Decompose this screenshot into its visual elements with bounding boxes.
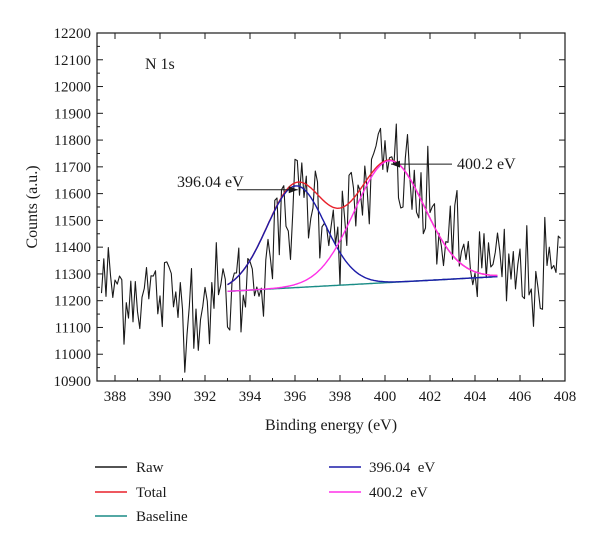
y-tick-label: 11600 bbox=[54, 187, 91, 203]
y-axis-title: Counts (a.u.) bbox=[24, 165, 41, 248]
annotation-396-label: 396.04 eV bbox=[177, 174, 244, 191]
y-tick-label: 11200 bbox=[54, 294, 91, 310]
x-tick-label: 408 bbox=[554, 389, 577, 405]
x-tick-label: 396 bbox=[284, 389, 307, 405]
legend-label-baseline: Baseline bbox=[136, 509, 188, 525]
y-tick-label: 11900 bbox=[54, 106, 91, 122]
series-396-04-ev bbox=[227, 185, 498, 286]
region-label: N 1s bbox=[145, 56, 175, 73]
y-tick-label: 11300 bbox=[54, 267, 91, 283]
series-raw bbox=[100, 123, 561, 373]
peak-annotations: 396.04 eV 400.2 eV bbox=[177, 156, 516, 194]
series-400-2-ev bbox=[227, 160, 498, 292]
annotation-400-label: 400.2 eV bbox=[457, 156, 516, 173]
y-tick-label: 11400 bbox=[54, 240, 91, 256]
x-tick-label: 406 bbox=[509, 389, 532, 405]
x-tick-label: 398 bbox=[329, 389, 352, 405]
y-tick-label: 12200 bbox=[54, 26, 92, 42]
x-tick-label: 394 bbox=[239, 389, 262, 405]
tick-labels: 388 390 392 394 396 398 400 402 404 406 408 10900 11… bbox=[54, 26, 577, 405]
legend-label-peak-396: 396.04 eV bbox=[369, 460, 435, 476]
annotation-arrowhead-396 bbox=[288, 186, 298, 194]
axis-ticks bbox=[97, 32, 566, 382]
annotation-arrowhead-400 bbox=[391, 160, 400, 168]
y-tick-label: 10900 bbox=[54, 374, 92, 390]
x-tick-label: 390 bbox=[149, 389, 172, 405]
x-tick-label: 402 bbox=[419, 389, 442, 405]
y-tick-label: 12000 bbox=[54, 80, 92, 96]
y-tick-label: 11700 bbox=[54, 160, 91, 176]
x-tick-label: 404 bbox=[464, 389, 487, 405]
legend-label-peak-400: 400.2 eV bbox=[369, 485, 428, 501]
x-axis-title: Binding energy (eV) bbox=[265, 417, 397, 434]
x-tick-label: 388 bbox=[104, 389, 127, 405]
series-total bbox=[227, 159, 498, 286]
legend-label-raw: Raw bbox=[136, 460, 164, 476]
y-tick-label: 11100 bbox=[55, 320, 91, 336]
y-tick-label: 12100 bbox=[54, 53, 92, 69]
y-tick-label: 11000 bbox=[54, 347, 91, 363]
legend-label-total: Total bbox=[136, 485, 167, 501]
y-tick-label: 11800 bbox=[54, 133, 91, 149]
plot-series bbox=[100, 123, 561, 373]
legend: Raw Total Baseline 396.04 eV 400.2 eV bbox=[95, 460, 435, 525]
y-tick-label: 11500 bbox=[54, 213, 91, 229]
x-tick-label: 392 bbox=[194, 389, 217, 405]
x-tick-label: 400 bbox=[374, 389, 397, 405]
